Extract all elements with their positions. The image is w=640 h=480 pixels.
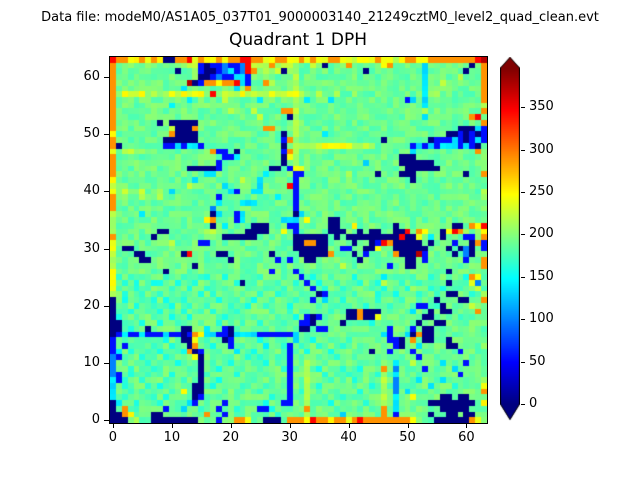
colorbar-tick-label: 350 (529, 99, 554, 114)
x-tick-mark (112, 424, 114, 428)
colorbar-tick-mark (521, 361, 525, 363)
y-tick-label: 10 (83, 355, 100, 370)
x-tick-mark (230, 424, 232, 428)
colorbar-tick-label: 50 (529, 353, 546, 369)
x-tick-label: 60 (458, 430, 475, 445)
colorbar-tick-label: 200 (529, 226, 554, 242)
colorbar-tick-mark (521, 149, 525, 151)
colorbar-tick-mark (521, 276, 525, 278)
plot-title: Quadrant 1 DPH (229, 30, 367, 50)
y-tick-mark (104, 134, 109, 136)
x-tick-mark (289, 424, 291, 428)
y-tick-label: 50 (83, 126, 100, 142)
x-tick-label: 50 (399, 430, 416, 445)
x-tick-label: 0 (108, 430, 118, 445)
y-tick-label: 60 (83, 69, 100, 84)
x-tick-label: 30 (281, 430, 298, 445)
y-tick-label: 0 (91, 412, 100, 428)
y-tick-label: 20 (83, 297, 100, 313)
x-tick-mark (348, 424, 350, 428)
colorbar-tick-label: 300 (529, 141, 554, 157)
y-tick-mark (104, 191, 109, 193)
y-tick-mark (104, 77, 109, 78)
colorbar (500, 57, 520, 421)
colorbar-tick-mark (521, 404, 525, 405)
colorbar-tick-label: 0 (529, 396, 538, 411)
x-tick-mark (407, 424, 409, 428)
colorbar-tick-label: 250 (529, 183, 554, 199)
x-tick-mark (171, 424, 173, 428)
heatmap-axes (109, 56, 488, 424)
datafile-label: Data file: modeM0/AS1A05_037T01_90000031… (41, 10, 599, 25)
colorbar-tick-mark (521, 234, 525, 236)
x-tick-label: 40 (340, 430, 357, 445)
colorbar-tick-mark (521, 319, 525, 321)
x-tick-label: 10 (163, 430, 181, 445)
colorbar-tick-mark (521, 107, 525, 108)
y-tick-mark (104, 248, 109, 250)
colorbar-tick-mark (521, 191, 525, 193)
colorbar-tick-label: 100 (529, 311, 554, 327)
y-tick-mark (104, 363, 109, 364)
y-tick-label: 40 (83, 183, 100, 199)
y-tick-label: 30 (83, 240, 100, 256)
y-tick-mark (104, 305, 109, 307)
colorbar-tick-label: 150 (529, 268, 554, 284)
y-tick-mark (104, 420, 109, 422)
heatmap-image (110, 57, 487, 423)
x-tick-mark (466, 424, 468, 428)
x-tick-label: 20 (222, 430, 240, 445)
